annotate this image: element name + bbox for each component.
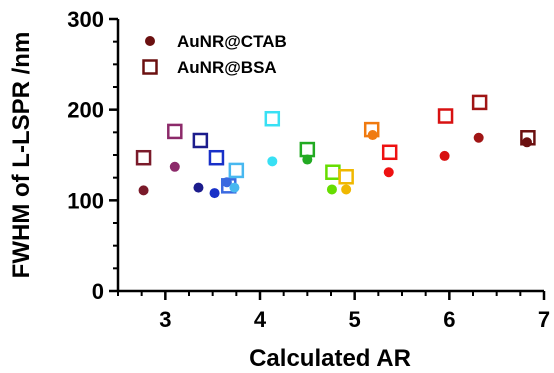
x-tick-label: 4: [254, 307, 267, 332]
ctab-point: [302, 154, 313, 165]
ctab-point: [439, 150, 450, 161]
legend-bsa-marker: [142, 59, 158, 75]
ctab-point: [341, 184, 352, 195]
ctab-point: [267, 156, 278, 167]
x-tick-label: 3: [159, 307, 171, 332]
y-tick-label: 200: [67, 98, 104, 123]
ctab-point: [521, 137, 532, 148]
ctab-point: [229, 182, 240, 193]
bsa-point: [228, 162, 245, 179]
y-axis-label: FWHM of L-LSPR /nm: [8, 32, 35, 279]
y-tick-label: 0: [92, 279, 104, 304]
ctab-point: [221, 177, 232, 188]
bsa-point: [471, 94, 488, 111]
plot-area: 3 4 5 6 7 0 100 200 300 AuNR@CTAB AuNR@BSA: [67, 7, 550, 332]
legend-ctab-label: AuNR@CTAB: [177, 32, 287, 51]
ctab-point: [383, 167, 394, 178]
x-axis-label: Calculated AR: [249, 345, 411, 372]
ctab-point: [209, 188, 220, 199]
legend-ctab-marker: [145, 36, 155, 46]
bsa-point: [135, 149, 152, 166]
x-tick-label: 6: [443, 307, 455, 332]
bsa-point: [299, 141, 316, 158]
ctab-point: [138, 185, 149, 196]
bsa-point: [208, 149, 225, 166]
legend: AuNR@CTAB AuNR@BSA: [142, 32, 287, 77]
bsa-point: [264, 110, 281, 127]
axis-ticks: 3 4 5 6 7 0 100 200 300: [67, 7, 550, 332]
bsa-point: [167, 123, 183, 140]
x-tick-label: 5: [349, 307, 361, 332]
ctab-point: [473, 132, 484, 143]
bsa-point: [381, 144, 398, 161]
y-tick-label: 100: [67, 188, 104, 213]
ctab-point: [193, 182, 204, 193]
bsa-point: [338, 169, 354, 185]
data-points: [135, 94, 536, 199]
ctab-point: [326, 184, 337, 195]
ctab-point: [367, 130, 378, 141]
bsa-point: [192, 132, 209, 149]
x-tick-label: 7: [538, 307, 550, 332]
bsa-point: [325, 164, 341, 180]
y-tick-label: 300: [67, 7, 104, 32]
legend-bsa-label: AuNR@BSA: [177, 58, 277, 77]
bsa-point: [437, 108, 454, 124]
ctab-point: [169, 161, 180, 172]
